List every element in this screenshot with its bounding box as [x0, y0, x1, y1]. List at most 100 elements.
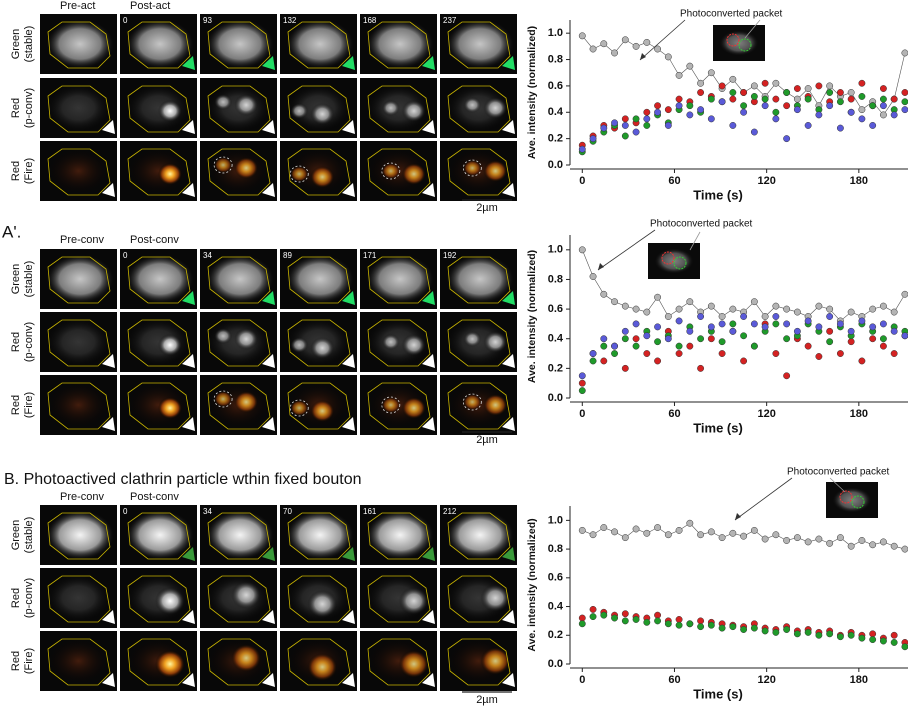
data-point — [675, 102, 683, 110]
micrograph — [280, 249, 357, 309]
bouton-outline — [47, 382, 111, 430]
packet — [483, 394, 508, 416]
row-label: Red — [10, 588, 22, 608]
row-label: (stable) — [23, 517, 35, 554]
y-tick-label: 1.0 — [548, 244, 563, 256]
data-point — [632, 115, 640, 123]
data-point — [697, 335, 705, 343]
data-point — [729, 122, 737, 129]
x-tick-label: 60 — [668, 408, 680, 420]
data-point — [664, 313, 672, 320]
row-label: (stable) — [23, 26, 35, 63]
arrowhead — [342, 183, 355, 197]
packet — [480, 584, 511, 612]
data-point — [879, 302, 887, 310]
data-point — [729, 95, 737, 103]
packet — [155, 587, 186, 615]
data-point — [643, 122, 651, 129]
data-point — [879, 538, 887, 546]
data-point — [847, 338, 855, 346]
data-point — [793, 534, 801, 542]
data-point — [858, 634, 866, 642]
inset-roi — [726, 33, 740, 47]
micrograph — [40, 78, 117, 138]
arrowhead — [182, 120, 195, 134]
y-tick-label: 0.2 — [548, 629, 563, 641]
data-point — [675, 621, 683, 629]
data-point — [772, 628, 780, 636]
data-point — [611, 614, 619, 622]
bouton-outline — [47, 575, 111, 623]
packet — [398, 587, 429, 615]
packet — [158, 163, 183, 185]
data-point — [869, 630, 877, 638]
packet — [214, 328, 233, 344]
arrowhead — [502, 354, 515, 368]
data-point — [804, 122, 812, 129]
data-point — [804, 95, 812, 103]
data-point — [654, 617, 662, 625]
bouton-outline — [47, 85, 111, 133]
bouton-outline — [287, 638, 351, 686]
arrowhead — [422, 56, 435, 70]
y-tick-label: 0.0 — [548, 658, 563, 670]
y-axis-label: Ave. intensity (normalized) — [526, 250, 538, 383]
column-label: Pre-conv — [60, 234, 105, 246]
data-point — [707, 302, 715, 310]
bouton-outline — [207, 382, 271, 430]
micrograph — [440, 631, 517, 691]
data-point — [611, 298, 619, 306]
data-point — [589, 273, 597, 280]
data-point — [578, 32, 586, 40]
data-point — [772, 350, 780, 357]
data-point — [783, 135, 791, 143]
x-axis-label: Time (s) — [693, 187, 743, 202]
data-point — [621, 534, 629, 542]
arrowhead — [342, 417, 355, 431]
data-point — [804, 85, 812, 92]
micrograph — [360, 141, 437, 201]
data-point — [890, 308, 898, 316]
data-point — [697, 79, 705, 87]
data-point — [815, 302, 823, 310]
arrowhead — [102, 673, 115, 687]
arrowhead — [182, 610, 195, 624]
packet — [381, 100, 400, 116]
data-point — [901, 290, 908, 298]
data-point — [858, 317, 866, 325]
data-point — [815, 82, 823, 90]
annotation-arrow — [734, 477, 793, 521]
data-point — [847, 308, 855, 316]
panel-label: A'. — [2, 222, 21, 241]
micrograph — [440, 375, 517, 435]
bouton — [445, 253, 515, 305]
micrograph — [40, 312, 117, 372]
bouton — [205, 18, 275, 70]
packet — [234, 328, 259, 350]
data-point — [761, 79, 769, 87]
data-point — [879, 95, 887, 103]
data-point — [869, 323, 877, 331]
data-point — [643, 332, 651, 340]
data-point — [836, 320, 844, 328]
column-label: Post-act — [130, 0, 170, 12]
roi-circle — [213, 390, 233, 408]
arrowhead — [262, 183, 275, 197]
data-point — [890, 631, 898, 639]
micrograph — [360, 14, 437, 74]
bouton-outline — [127, 638, 191, 686]
data-point — [740, 626, 748, 633]
arrowhead — [182, 183, 195, 197]
arrowhead — [502, 673, 515, 687]
arrowhead — [182, 56, 195, 70]
data-point — [826, 630, 834, 638]
y-tick-label: 0.4 — [548, 106, 564, 118]
micrograph — [120, 78, 197, 138]
bouton-outline — [207, 512, 271, 560]
y-tick-label: 0.4 — [548, 333, 564, 345]
micrograph — [200, 249, 277, 309]
packet — [310, 337, 335, 359]
data-point — [750, 320, 758, 328]
data-point — [643, 308, 651, 316]
data-point — [600, 524, 608, 531]
